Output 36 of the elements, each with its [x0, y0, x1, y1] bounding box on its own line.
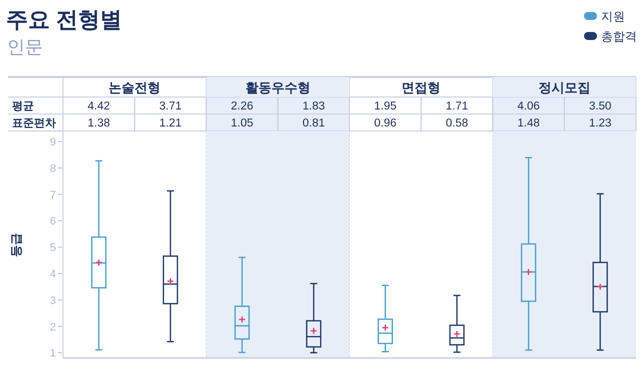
y-tick-label: 3: [50, 294, 56, 307]
data-label: 0.81: [302, 118, 325, 130]
legend-label: 총합격: [601, 30, 637, 44]
y-tick-label: 4: [50, 268, 56, 281]
data-label: 3.71: [159, 100, 182, 112]
y-tick-label: 7: [50, 189, 56, 202]
x-tick-label: 면접형: [402, 80, 441, 95]
y-tick-label: 평균: [12, 100, 34, 112]
x-tick-label: 정시모집: [538, 80, 590, 95]
y-tick-label: 1: [50, 348, 56, 360]
data-label: 0.96: [374, 118, 397, 130]
data-label: 1.38: [88, 118, 110, 130]
y-tick-label: 8: [50, 162, 56, 175]
x-tick-label: 논술전형: [108, 80, 161, 95]
y-axis-title: 등급: [9, 233, 23, 257]
data-label: 0.58: [446, 118, 468, 130]
data-label: 1.05: [230, 118, 254, 130]
data-label: 4.42: [88, 100, 110, 112]
data-label: 1.21: [159, 118, 182, 130]
data-label: 1.23: [588, 118, 612, 130]
data-label: 1.48: [517, 118, 540, 130]
y-tick-label: 2: [50, 321, 56, 334]
y-tick-label: 9: [50, 136, 56, 149]
data-label: 3.50: [588, 100, 612, 112]
y-tick-label: 6: [50, 216, 56, 228]
data-label: 2.26: [230, 100, 254, 112]
chart-title: 주요 전형별: [6, 7, 122, 32]
legend-label: 지원: [601, 10, 625, 24]
data-label: 1.71: [446, 100, 468, 112]
data-label: 1.83: [302, 100, 325, 112]
data-label: 1.95: [374, 100, 397, 112]
y-tick-label: 5: [50, 242, 56, 254]
y-tick-label: 표준편차: [12, 118, 56, 130]
x-tick-label: 활동우수형: [245, 80, 310, 95]
data-label: 4.06: [517, 100, 540, 112]
chart-subtitle: 인문: [7, 37, 43, 57]
